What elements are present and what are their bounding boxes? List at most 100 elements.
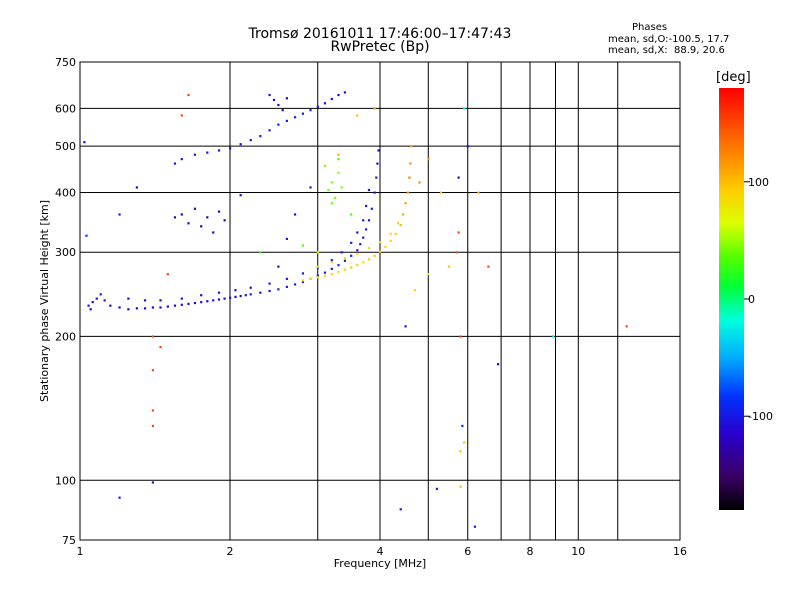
data-point	[327, 188, 330, 192]
chart-title: Tromsø 20161011 17:46:00–17:47:43	[248, 26, 512, 42]
data-point	[91, 301, 94, 304]
x-tick-label: 1	[77, 545, 84, 558]
y-tick-label: 600	[55, 102, 76, 115]
colorbar-tick-label: -100	[748, 410, 773, 423]
data-point	[173, 162, 177, 165]
colorbar	[719, 88, 744, 510]
grid-lines	[79, 61, 681, 541]
data-point	[180, 114, 183, 117]
data-point	[397, 222, 400, 225]
data-point	[285, 237, 288, 241]
data-point	[217, 291, 221, 294]
data-point	[272, 98, 276, 102]
data-point	[127, 297, 130, 300]
x-axis-label: Frequency [MHz]	[334, 557, 426, 570]
data-point	[330, 261, 333, 264]
data-point	[89, 308, 92, 311]
data-point	[187, 302, 190, 305]
y-tick-label: 300	[55, 246, 76, 259]
data-point	[244, 294, 247, 297]
data-point	[268, 282, 271, 285]
data-point	[229, 296, 232, 299]
data-point	[166, 273, 169, 276]
data-point	[394, 232, 397, 235]
data-point	[277, 288, 280, 291]
data-point	[316, 265, 319, 268]
data-point	[399, 224, 402, 227]
data-point	[151, 424, 155, 428]
chart-subtitle: RwPretec (Bp)	[330, 39, 430, 55]
data-point	[103, 299, 106, 302]
data-point	[180, 213, 183, 216]
data-point	[249, 139, 252, 142]
data-point	[277, 103, 280, 107]
data-point	[350, 213, 353, 216]
data-point	[95, 297, 98, 300]
data-point	[552, 335, 555, 338]
data-point	[212, 231, 215, 234]
data-point	[487, 265, 490, 268]
y-tick-label: 500	[55, 140, 76, 153]
data-point	[356, 249, 359, 252]
x-tick-label: 4	[377, 545, 384, 558]
x-tick-label: 8	[527, 545, 534, 558]
data-point	[193, 153, 197, 156]
data-point	[435, 487, 438, 490]
data-point	[268, 93, 271, 97]
y-tick-label: 75	[62, 534, 76, 547]
phases-heading: Phases	[632, 22, 668, 33]
data-point	[330, 97, 333, 101]
data-point	[200, 225, 203, 228]
data-point	[293, 213, 297, 216]
data-point	[399, 508, 402, 511]
data-point	[259, 291, 262, 294]
data-point	[389, 239, 392, 242]
data-point	[410, 145, 413, 148]
data-point	[268, 289, 271, 293]
data-point	[135, 186, 138, 189]
data-point	[239, 194, 242, 197]
data-point	[330, 181, 333, 184]
data-point	[159, 299, 162, 302]
data-point	[427, 158, 430, 161]
data-point	[404, 325, 407, 328]
data-point	[343, 256, 347, 260]
data-point	[365, 228, 368, 231]
data-point	[277, 265, 280, 268]
data-point	[301, 244, 305, 247]
data-point	[362, 261, 365, 264]
data-point	[83, 141, 86, 144]
data-point	[223, 297, 226, 300]
data-point	[334, 196, 337, 199]
data-point	[375, 176, 378, 179]
data-point	[330, 273, 333, 276]
data-point	[439, 191, 443, 194]
data-points	[83, 91, 628, 528]
data-point	[151, 369, 155, 372]
data-point	[234, 295, 237, 299]
plot-frame	[79, 61, 681, 541]
data-point	[193, 301, 197, 305]
data-point	[118, 496, 121, 499]
x-tick-label: 10	[571, 545, 585, 558]
data-point	[463, 441, 466, 444]
data-point	[409, 162, 412, 165]
data-point	[350, 254, 353, 257]
data-point	[259, 135, 262, 138]
data-point	[229, 147, 232, 150]
phase-stats-o: mean, sd,O:-100.5, 17.7	[608, 34, 730, 45]
data-point	[376, 162, 379, 165]
data-point	[379, 250, 382, 253]
phase-stats-x: mean, sd,X: 88.9, 20.6	[608, 45, 725, 56]
data-point	[301, 279, 305, 282]
data-point	[239, 294, 242, 298]
data-point	[151, 306, 155, 309]
data-point	[330, 267, 333, 270]
x-tick-label: 16	[673, 545, 687, 558]
data-point	[447, 265, 451, 268]
data-point	[173, 304, 177, 307]
data-point	[281, 109, 284, 112]
data-point	[406, 191, 410, 194]
data-point	[268, 129, 271, 132]
data-point	[206, 151, 209, 154]
